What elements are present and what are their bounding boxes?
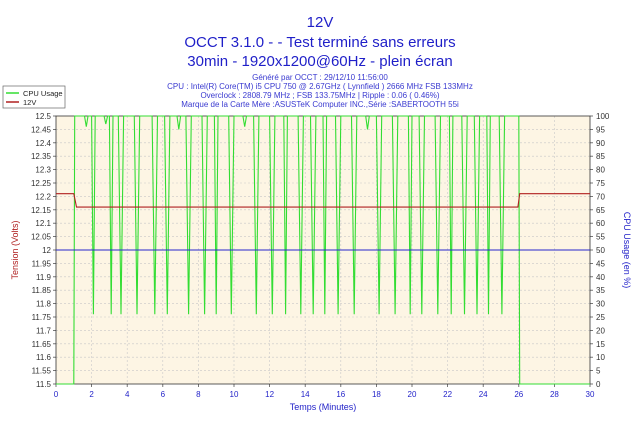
chart-title: 12V [306,14,334,31]
y-left-tick-label: 11.95 [32,259,52,268]
y-left-tick-label: 11.85 [32,286,52,295]
y-right-tick-label: 60 [596,219,605,228]
x-tick-label: 2 [89,390,94,399]
y-left-tick-label: 12.45 [31,125,52,134]
y-right-tick-label: 55 [596,233,605,242]
x-tick-label: 30 [586,390,595,399]
x-tick-label: 24 [479,390,488,399]
y-right-tick-label: 100 [596,112,610,121]
y-right-tick-label: 0 [596,380,601,389]
x-tick-label: 28 [550,390,559,399]
y-left-tick-label: 11.9 [36,273,52,282]
x-tick-label: 16 [336,390,345,399]
y-right-tick-label: 80 [596,166,605,175]
y-right-tick-label: 75 [596,179,605,188]
y-left-tick-label: 12.15 [31,206,52,215]
x-tick-label: 10 [230,390,239,399]
y-right-tick-label: 45 [596,259,605,268]
y-left-tick-label: 11.8 [36,300,52,309]
y-left-tick-label: 12.05 [31,233,52,242]
y-right-tick-label: 90 [596,139,605,148]
x-tick-label: 6 [161,390,166,399]
legend-label: 12V [23,98,36,107]
y-right-tick-label: 95 [596,125,605,134]
y-left-tick-label: 12.35 [31,152,52,161]
y-right-tick-label: 35 [596,286,605,295]
x-tick-label: 0 [54,390,59,399]
y-left-tick-label: 11.75 [32,313,52,322]
info-cpu: CPU : Intel(R) Core(TM) i5 CPU 750 @ 2.6… [167,82,473,91]
y-right-tick-label: 85 [596,152,605,161]
y-left-tick-label: 11.5 [36,380,52,389]
y-right-tick-label: 15 [596,340,605,349]
y-right-tick-label: 40 [596,273,605,282]
x-tick-label: 26 [514,390,523,399]
y-right-tick-label: 25 [596,313,605,322]
y-left-tick-label: 12.2 [35,192,51,201]
chart-subtitle-2: 30min - 1920x1200@60Hz - plein écran [187,53,453,70]
x-tick-label: 18 [372,390,381,399]
x-axis-label: Temps (Minutes) [290,402,357,412]
y-left-tick-label: 12.25 [31,179,52,188]
x-tick-label: 8 [196,390,201,399]
info-motherboard: Marque de la Carte Mère :ASUSTeK Compute… [181,100,459,109]
x-tick-label: 14 [301,390,310,399]
x-tick-label: 20 [408,390,417,399]
series-12v-line [56,193,590,208]
y-left-tick-label: 12.4 [35,139,51,148]
y-right-axis-label: CPU Usage (en %) [622,212,632,289]
y-right-tick-label: 70 [596,192,605,201]
info-overclock: Overclock : 2808.79 MHz ; FSB 133.75MHz … [200,91,440,100]
y-left-tick-label: 12.5 [35,112,51,121]
x-tick-label: 22 [443,390,452,399]
x-tick-label: 12 [265,390,274,399]
series-cpu-usage-line [56,115,590,385]
info-generated: Généré par OCCT : 29/12/10 11:56:00 [252,73,388,82]
legend-label: CPU Usage [23,89,63,98]
y-left-tick-label: 11.6 [36,353,52,362]
y-left-tick-label: 12 [42,246,51,255]
y-right-tick-label: 5 [596,367,601,376]
y-right-tick-label: 10 [596,353,605,362]
y-right-tick-label: 65 [596,206,605,215]
x-tick-label: 4 [125,390,130,399]
y-right-tick-label: 20 [596,326,605,335]
y-left-tick-label: 12.3 [35,166,51,175]
y-left-tick-label: 11.65 [32,340,52,349]
y-left-tick-label: 11.55 [32,367,52,376]
chart-subtitle-1: OCCT 3.1.0 - - Test terminé sans erreurs [184,34,456,51]
y-left-tick-label: 12.1 [35,219,51,228]
y-right-tick-label: 50 [596,246,605,255]
y-right-tick-label: 30 [596,300,605,309]
y-left-tick-label: 11.7 [36,326,52,335]
y-left-axis-label: Tension (Volts) [10,220,20,279]
